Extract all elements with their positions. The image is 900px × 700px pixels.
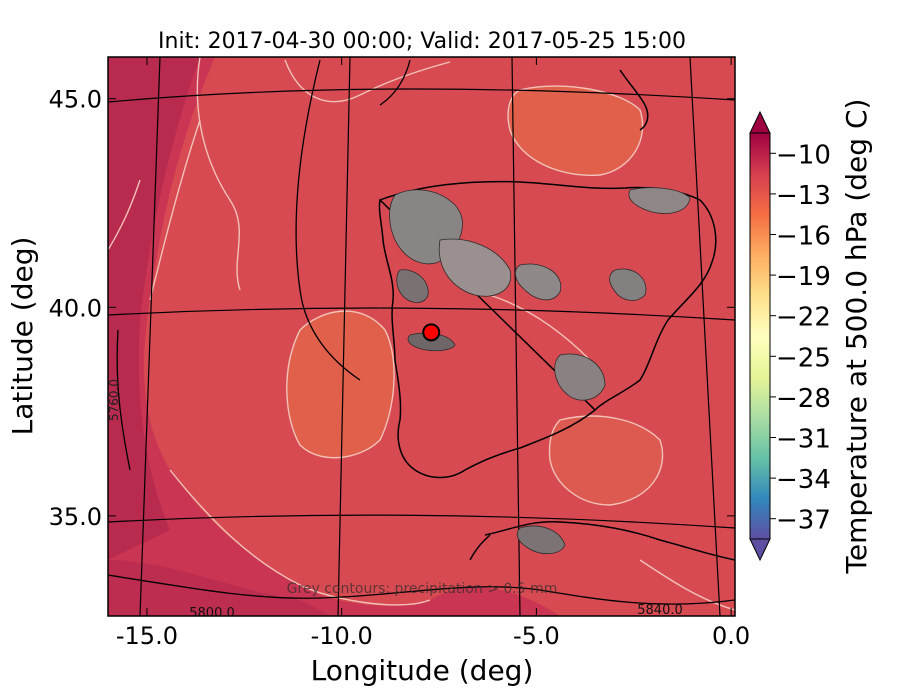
precipitation-annotation: Grey contours: precipitation > 0.5 mm (287, 581, 558, 597)
colorbar-extend-min (749, 538, 771, 562)
precipitation-areas (389, 187, 691, 555)
x-axis: -15.0 -10.0 -5.0 0.0 (116, 57, 750, 650)
x-tick-label: -10.0 (311, 622, 373, 650)
y-tick-label: 45.0 (49, 86, 102, 114)
plot-title: Init: 2017-04-30 00:00; Valid: 2017-05-2… (158, 29, 686, 54)
colorbar-extend-max (749, 110, 771, 134)
colorbar-tick-label: −10 (776, 140, 831, 170)
height-contours (108, 59, 735, 605)
x-axis-label: Longitude (deg) (311, 654, 534, 687)
y-tick-label: 35.0 (49, 503, 102, 531)
plot-frame (107, 56, 736, 617)
contour-label: 5840.0 (637, 603, 683, 618)
x-tick-label: 0.0 (712, 622, 750, 650)
coastlines (378, 69, 735, 561)
contour-label: 5800.0 (189, 606, 235, 621)
temperature-band-orange-3 (549, 416, 663, 505)
colorbar-tick-label: −16 (776, 222, 831, 252)
temperature-band-warm-south (108, 560, 330, 616)
colorbar-tick-label: −19 (776, 262, 831, 292)
colorbar-tick-label: −22 (776, 303, 831, 333)
y-axis-label: Latitude (deg) (6, 237, 39, 436)
colorbar-tick-label: −34 (776, 465, 831, 495)
x-tick-label: -15.0 (116, 622, 178, 650)
colorbar-tick-label: −13 (776, 181, 831, 211)
colorbar-tick-label: −37 (776, 506, 831, 536)
temperature-band-orange (286, 311, 395, 458)
y-tick-label: 40.0 (49, 294, 102, 322)
isotherm-contours (108, 57, 735, 611)
x-tick-label: -5.0 (513, 622, 560, 650)
y-axis: 45.0 40.0 35.0 (49, 86, 735, 531)
location-marker (422, 323, 441, 342)
colorbar-tick-label: −31 (776, 425, 831, 455)
colorbar-tick-label: −28 (776, 384, 831, 414)
colorbar: −10 −13 −16 −19 −22 −25 −28 −31 −34 −37 Temperatu… (749, 99, 873, 575)
contour-label: 5760.0 (107, 379, 121, 421)
colorbar-label: Temperature at 500.0 hPa (deg C) (840, 99, 873, 575)
temperature-band-warm-west (108, 57, 200, 560)
colorbar-ticks: −10 −13 −16 −19 −22 −25 −28 −31 −34 −37 (770, 140, 831, 536)
colorbar-tick-label: −25 (776, 343, 831, 373)
colorbar-body (749, 132, 771, 540)
temperature-band-orange-2 (508, 86, 643, 176)
map-area: 5760.0 5800.0 5840.0 Grey contours: prec… (107, 57, 735, 621)
